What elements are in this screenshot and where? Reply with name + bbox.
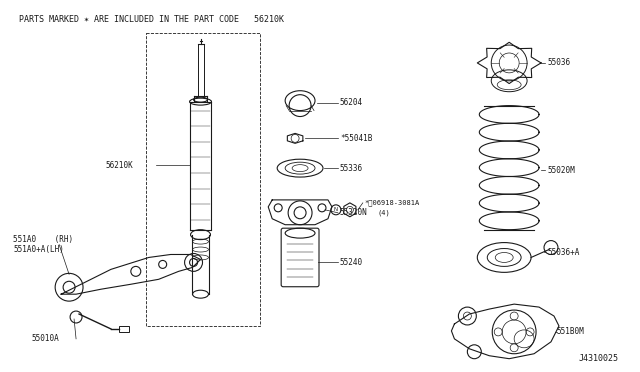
Text: N: N <box>334 207 338 212</box>
Text: (4): (4) <box>378 209 390 216</box>
Text: J4310025: J4310025 <box>579 354 619 363</box>
Text: *ⓝ06918-3081A: *ⓝ06918-3081A <box>365 199 420 206</box>
Text: 551A0+A(LH): 551A0+A(LH) <box>13 245 64 254</box>
Text: 56210K: 56210K <box>106 161 134 170</box>
Bar <box>146 33 260 326</box>
Text: 55336: 55336 <box>340 164 363 173</box>
Text: 55036: 55036 <box>547 58 570 67</box>
Text: 55020M: 55020M <box>547 166 575 174</box>
Text: 55010A: 55010A <box>31 334 59 343</box>
Text: 55036+A: 55036+A <box>547 248 579 257</box>
Bar <box>119 326 129 332</box>
Text: PARTS MARKED ✶ ARE INCLUDED IN THE PART CODE   56210K: PARTS MARKED ✶ ARE INCLUDED IN THE PART … <box>19 15 284 24</box>
Text: 56204: 56204 <box>340 98 363 107</box>
Text: 551B0M: 551B0M <box>557 327 585 336</box>
Text: 55240: 55240 <box>340 258 363 267</box>
Text: 55320N: 55320N <box>340 208 367 217</box>
Text: 551A0    (RH): 551A0 (RH) <box>13 235 74 244</box>
Text: *55041B: *55041B <box>340 134 372 143</box>
